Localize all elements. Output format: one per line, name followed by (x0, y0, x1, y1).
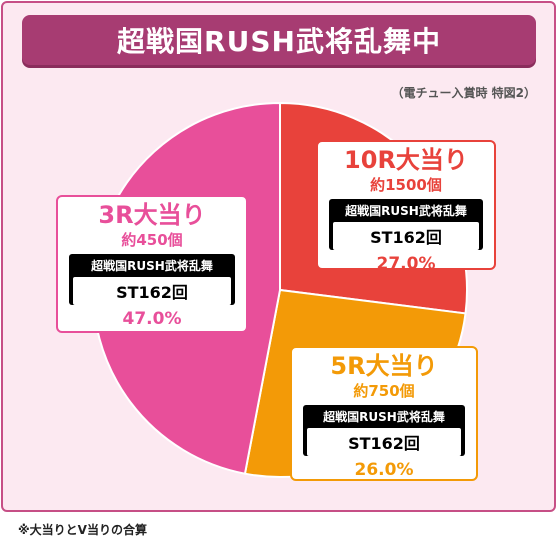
label-3r-st: ST162回 (73, 277, 231, 305)
condition-note: （電チュー入賞時 特図2） (391, 86, 536, 100)
footnote: ※大当りとV当りの合算 (18, 523, 147, 537)
label-5r: 5R大当り 約750個 超戦国RUSH武将乱舞 ST162回 26.0% (290, 346, 478, 481)
label-5r-title: 5R大当り (330, 352, 438, 380)
label-5r-sub: 約750個 (353, 382, 415, 400)
label-5r-pct: 26.0% (354, 460, 414, 480)
label-3r-pct: 47.0% (122, 309, 182, 329)
label-10r-st: ST162回 (332, 222, 480, 250)
label-10r-title: 10R大当り (344, 146, 468, 174)
label-10r-mode-text: 超戦国RUSH武将乱舞 (345, 204, 467, 218)
label-3r-mode-text: 超戦国RUSH武将乱舞 (91, 259, 213, 273)
chart-title: 超戦国RUSH武将乱舞中 (22, 15, 536, 65)
label-10r-pct: 27.0% (376, 254, 436, 274)
label-5r-mode: 超戦国RUSH武将乱舞 ST162回 (303, 405, 465, 456)
label-10r: 10R大当り 約1500個 超戦国RUSH武将乱舞 ST162回 27.0% (316, 140, 496, 274)
label-5r-mode-text: 超戦国RUSH武将乱舞 (323, 410, 445, 424)
label-3r-title: 3R大当り (98, 201, 206, 229)
label-5r-st: ST162回 (307, 428, 461, 456)
label-3r-mode: 超戦国RUSH武将乱舞 ST162回 (69, 254, 235, 305)
label-3r: 3R大当り 約450個 超戦国RUSH武将乱舞 ST162回 47.0% (56, 195, 248, 333)
label-3r-sub: 約450個 (121, 231, 183, 249)
label-10r-sub: 約1500個 (370, 176, 442, 194)
label-10r-mode: 超戦国RUSH武将乱舞 ST162回 (328, 199, 484, 250)
